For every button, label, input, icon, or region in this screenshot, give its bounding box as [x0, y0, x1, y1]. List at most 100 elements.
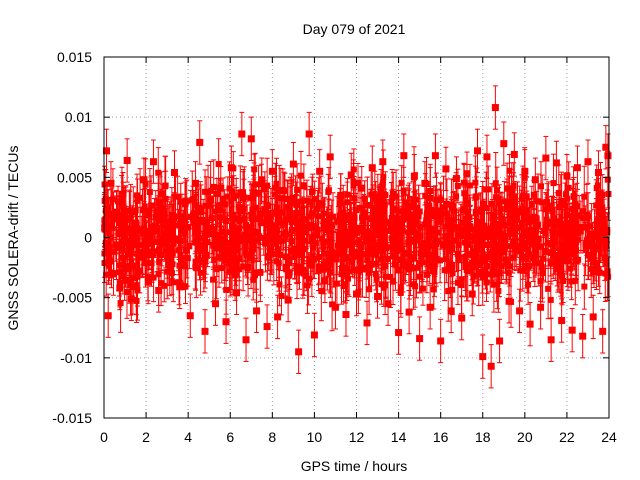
- data-point: [378, 187, 385, 194]
- data-point: [543, 223, 550, 230]
- data-point: [466, 182, 473, 189]
- data-point: [537, 243, 544, 250]
- data-point: [534, 240, 541, 247]
- data-point: [483, 186, 490, 193]
- data-point: [325, 251, 332, 258]
- data-point: [128, 250, 135, 257]
- data-point: [470, 273, 477, 280]
- data-point: [431, 263, 438, 270]
- data-point: [443, 255, 450, 262]
- data-point: [405, 213, 412, 220]
- data-point: [562, 191, 569, 198]
- data-point: [379, 182, 386, 189]
- data-point: [364, 257, 371, 264]
- data-point: [172, 193, 179, 200]
- data-point: [278, 292, 285, 299]
- data-point: [390, 216, 397, 223]
- data-point: [311, 256, 318, 263]
- data-point: [516, 243, 523, 250]
- data-point: [107, 224, 114, 231]
- data-point: [325, 188, 332, 195]
- data-point: [247, 232, 254, 239]
- data-point: [387, 273, 394, 280]
- data-point: [273, 258, 280, 265]
- data-point: [223, 246, 230, 253]
- data-point: [569, 205, 576, 212]
- data-point: [437, 257, 444, 264]
- data-point: [134, 192, 141, 199]
- data-point: [565, 184, 572, 191]
- data-point: [593, 226, 600, 233]
- data-point: [314, 205, 321, 212]
- data-point: [395, 267, 402, 274]
- data-point: [208, 215, 215, 222]
- data-point: [528, 201, 535, 208]
- data-point: [202, 255, 209, 262]
- data-point: [378, 281, 385, 288]
- data-point: [349, 258, 356, 265]
- data-point: [220, 195, 227, 202]
- data-point: [401, 207, 408, 214]
- data-point: [417, 250, 424, 257]
- data-point: [240, 189, 247, 196]
- data-point: [412, 283, 419, 290]
- data-point: [368, 261, 375, 268]
- data-point: [464, 208, 471, 215]
- data-point: [545, 202, 552, 209]
- data-point: [453, 237, 460, 244]
- data-point: [441, 267, 448, 274]
- data-point: [271, 191, 278, 198]
- data-point: [273, 180, 280, 187]
- data-point: [540, 227, 547, 234]
- data-point: [318, 201, 325, 208]
- data-point: [482, 267, 489, 274]
- data-point: [274, 218, 281, 225]
- data-point: [369, 245, 376, 252]
- data-point: [256, 233, 263, 240]
- data-point: [262, 240, 269, 247]
- data-point: [236, 225, 243, 232]
- data-point: [501, 198, 508, 205]
- data-point: [430, 286, 437, 293]
- data-point: [195, 207, 202, 214]
- data-point: [237, 207, 244, 214]
- data-point: [351, 214, 358, 221]
- data-point: [318, 235, 325, 242]
- data-point: [181, 223, 188, 230]
- data-point: [428, 230, 435, 237]
- data-point: [162, 182, 169, 189]
- data-point: [480, 225, 487, 232]
- data-point: [115, 198, 122, 205]
- data-point: [256, 210, 263, 217]
- data-point: [519, 243, 526, 250]
- data-point: [389, 194, 396, 201]
- data-point: [388, 235, 395, 242]
- data-point: [105, 262, 112, 269]
- data-point: [593, 185, 600, 192]
- data-point: [459, 219, 466, 226]
- data-point: [145, 232, 152, 239]
- data-point: [158, 190, 165, 197]
- data-point: [129, 234, 136, 241]
- data-point: [537, 278, 544, 285]
- data-point: [492, 249, 499, 256]
- data-point: [469, 260, 476, 267]
- data-point: [353, 207, 360, 214]
- data-point: [277, 195, 284, 202]
- data-point: [419, 244, 426, 251]
- data-point: [133, 282, 140, 289]
- data-point: [489, 268, 496, 275]
- data-point: [262, 206, 269, 213]
- data-point: [316, 253, 323, 260]
- data-point: [293, 201, 300, 208]
- data-point: [321, 261, 328, 268]
- data-point: [603, 260, 610, 267]
- data-point: [394, 221, 401, 228]
- data-point: [360, 251, 367, 258]
- data-point: [268, 245, 275, 252]
- data-point: [412, 217, 419, 224]
- data-point: [440, 204, 447, 211]
- data-point: [442, 210, 449, 217]
- data-point: [158, 280, 165, 287]
